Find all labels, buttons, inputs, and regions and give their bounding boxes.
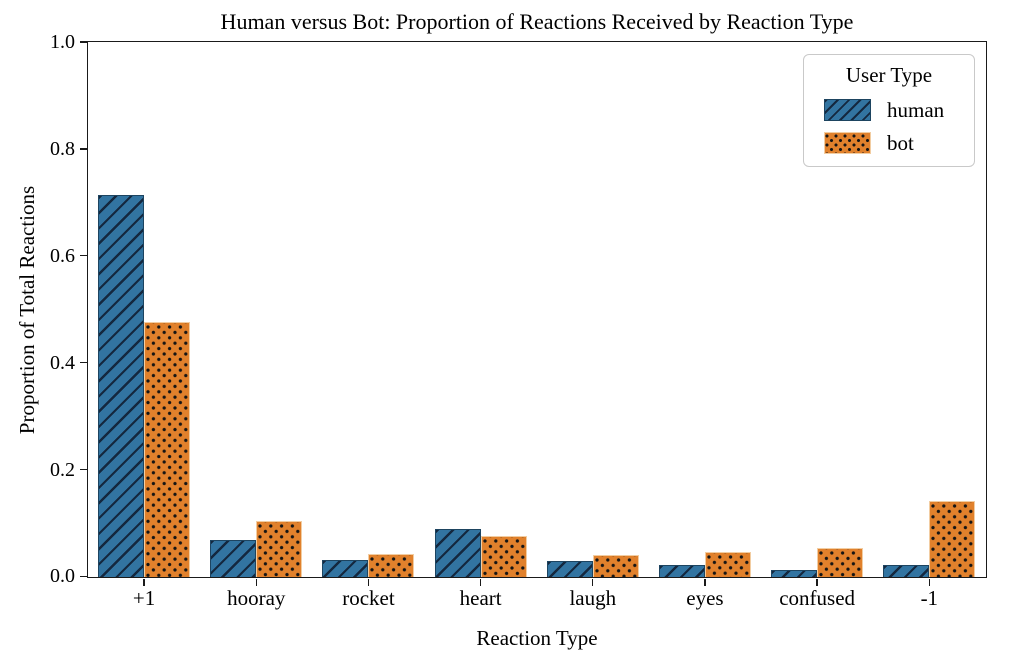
y-tick-label: 0.4 [50, 351, 75, 374]
bar-human-rocket [322, 559, 369, 577]
x-tick-label: rocket [342, 586, 395, 611]
bar-bot-heart [480, 535, 527, 577]
x-tick-mark [592, 578, 594, 586]
bar-bot-+1 [144, 321, 191, 577]
x-tick-mark [816, 578, 818, 586]
blue-diagonal-hatch-swatch [824, 99, 871, 121]
y-axis-label: Proportion of Total Reactions [15, 185, 39, 435]
bar-human-laugh [546, 560, 593, 577]
bar-human-eyes [658, 564, 705, 577]
y-tick-mark [80, 361, 87, 364]
x-tick-mark [367, 578, 370, 586]
y-tick-mark [80, 468, 87, 471]
y-tick-mark [80, 255, 87, 257]
bar-bot-rocket [368, 554, 415, 577]
bar-human-heart [434, 529, 481, 577]
x-tick-label: confused [779, 586, 856, 611]
x-tick-mark [255, 578, 257, 586]
x-tick-mark [143, 578, 145, 586]
y-tick-mark [80, 41, 87, 43]
orange-dot-hatch-swatch [824, 132, 871, 154]
y-tick-label: 0.8 [50, 137, 75, 160]
legend-label-bot: bot [887, 130, 914, 155]
legend-entry-bot: bot [804, 132, 974, 154]
legend-title: User Type [845, 63, 933, 87]
bar-bot-laugh [592, 555, 639, 577]
x-tick-mark [704, 578, 706, 586]
legend: User Type human bot [803, 54, 975, 167]
x-tick-label: heart [459, 586, 502, 611]
bar-human-hooray [210, 539, 257, 577]
bar-bot-eyes [704, 552, 751, 577]
x-tick-label: hooray [227, 586, 286, 611]
x-tick-label: -1 [920, 586, 939, 611]
x-tick-mark [928, 578, 930, 586]
x-tick-label: laugh [569, 586, 617, 611]
y-tick-label: 0.6 [50, 244, 75, 267]
y-tick-label: 0.2 [50, 458, 75, 481]
y-tick-mark [80, 575, 87, 578]
bar-bot-hooray [256, 520, 303, 577]
bar-bot-confused [817, 547, 864, 577]
y-tick-mark [80, 148, 87, 150]
bar-human--1 [883, 565, 930, 577]
legend-entry-human: human [804, 99, 974, 121]
y-tick-label: 1.0 [50, 31, 75, 53]
x-axis-label: Reaction Type [476, 626, 598, 650]
x-tick-label: eyes [686, 586, 724, 611]
plot-area: User Type human bot 0.0 0.2 0.4 0.6 0.8 1.0 +1 h… [50, 32, 987, 609]
x-tick-mark [479, 578, 482, 586]
x-tick-label: +1 [132, 586, 156, 611]
bar-human-+1 [98, 194, 145, 577]
chart-title: Human versus Bot: Proportion of Reaction… [220, 9, 854, 34]
bar-bot--1 [929, 501, 976, 577]
bar-human-confused [771, 570, 818, 577]
y-tick-label: 0.0 [50, 565, 75, 588]
legend-label-human: human [887, 97, 945, 122]
